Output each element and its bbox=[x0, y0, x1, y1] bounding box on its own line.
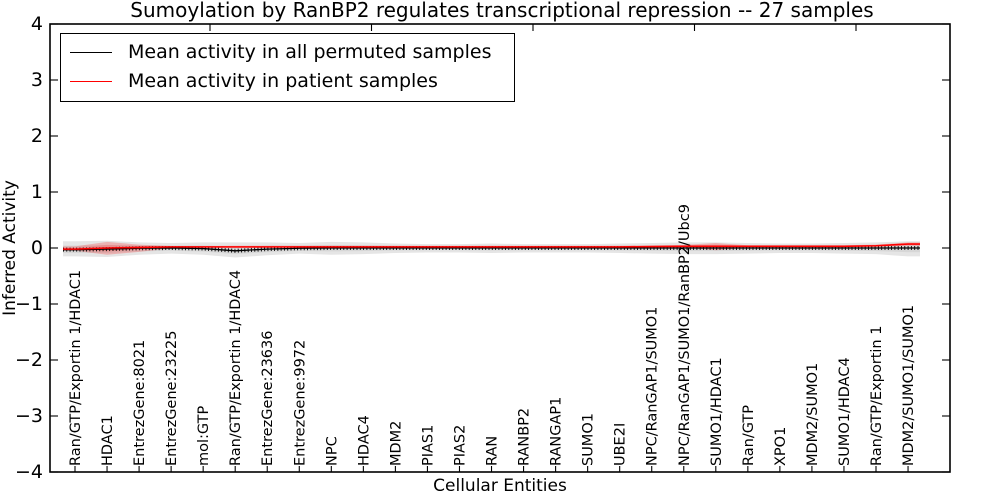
y-tick-label: 4 bbox=[31, 13, 43, 35]
x-tick-label: EntrezGene:9972 bbox=[292, 340, 308, 466]
x-tick-label: NPC/RanGAP1/SUMO1/RanBP2/Ubc9 bbox=[677, 204, 693, 466]
x-tick-label: RANBP2 bbox=[517, 408, 533, 466]
legend-label-patient: Mean activity in patient samples bbox=[128, 70, 438, 92]
y-tick-label: −4 bbox=[15, 461, 43, 483]
y-tick-label: −2 bbox=[15, 349, 43, 371]
patient-band bbox=[63, 241, 920, 255]
x-tick-label: XPO1 bbox=[773, 427, 789, 466]
x-tick-label: RAN bbox=[485, 436, 501, 466]
x-tick-label: MDM2 bbox=[388, 421, 404, 466]
x-tick-label: HDAC4 bbox=[356, 415, 372, 466]
x-tick-label: mol:GTP bbox=[196, 406, 212, 466]
legend: Mean activity in all permuted samples Me… bbox=[60, 33, 515, 102]
x-tick-label: PIAS1 bbox=[420, 425, 436, 466]
x-tick-label: Ran/GTP/Exportin 1/HDAC1 bbox=[68, 270, 84, 466]
x-tick-label: SUMO1 bbox=[581, 413, 597, 466]
x-tick-label: Ran/GTP bbox=[741, 405, 757, 466]
x-tick-label: Ran/GTP/Exportin 1/HDAC4 bbox=[228, 270, 244, 466]
y-tick-label: −3 bbox=[15, 405, 43, 427]
x-tick-label: MDM2/SUMO1 bbox=[805, 363, 821, 466]
chart-title: Sumoylation by RanBP2 regulates transcri… bbox=[130, 0, 873, 22]
y-tick-label: −1 bbox=[15, 293, 43, 315]
x-tick-label: HDAC1 bbox=[100, 415, 116, 466]
x-tick-label: UBE2I bbox=[613, 423, 629, 466]
x-tick-label: NPC bbox=[324, 436, 340, 466]
x-tick-label: SUMO1/HDAC4 bbox=[837, 357, 853, 466]
x-tick-label: EntrezGene:23225 bbox=[164, 331, 180, 467]
y-tick-label: 2 bbox=[31, 125, 43, 147]
legend-item-patient: Mean activity in patient samples bbox=[70, 68, 504, 94]
x-tick-label: RANGAP1 bbox=[549, 397, 565, 466]
permuted-mean-line bbox=[63, 247, 920, 252]
permuted-band bbox=[63, 240, 920, 258]
x-tick-label: SUMO1/HDAC1 bbox=[709, 357, 725, 466]
y-tick-label: 3 bbox=[31, 69, 43, 91]
patient-line-swatch bbox=[70, 80, 112, 82]
x-tick-label: MDM2/SUMO1/SUMO1 bbox=[901, 305, 917, 466]
permuted-line-swatch bbox=[70, 51, 112, 53]
x-tick-label: NPC/RanGAP1/SUMO1 bbox=[645, 307, 661, 466]
patient-mean-line bbox=[63, 243, 920, 250]
x-tick-label: PIAS2 bbox=[452, 425, 468, 466]
x-axis-label: Cellular Entities bbox=[433, 476, 567, 496]
legend-label-permuted: Mean activity in all permuted samples bbox=[128, 41, 492, 63]
y-tick-label: 1 bbox=[31, 181, 43, 203]
legend-item-permuted: Mean activity in all permuted samples bbox=[70, 39, 504, 65]
x-tick-label: EntrezGene:8021 bbox=[132, 340, 148, 466]
y-tick-label: 0 bbox=[31, 237, 43, 259]
y-axis-label: Inferred Activity bbox=[0, 180, 20, 316]
x-tick-label: Ran/GTP/Exportin 1 bbox=[869, 326, 885, 466]
x-tick-label: EntrezGene:23636 bbox=[260, 331, 276, 467]
